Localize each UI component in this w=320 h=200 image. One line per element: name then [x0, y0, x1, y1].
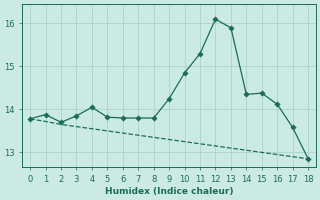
- X-axis label: Humidex (Indice chaleur): Humidex (Indice chaleur): [105, 187, 233, 196]
